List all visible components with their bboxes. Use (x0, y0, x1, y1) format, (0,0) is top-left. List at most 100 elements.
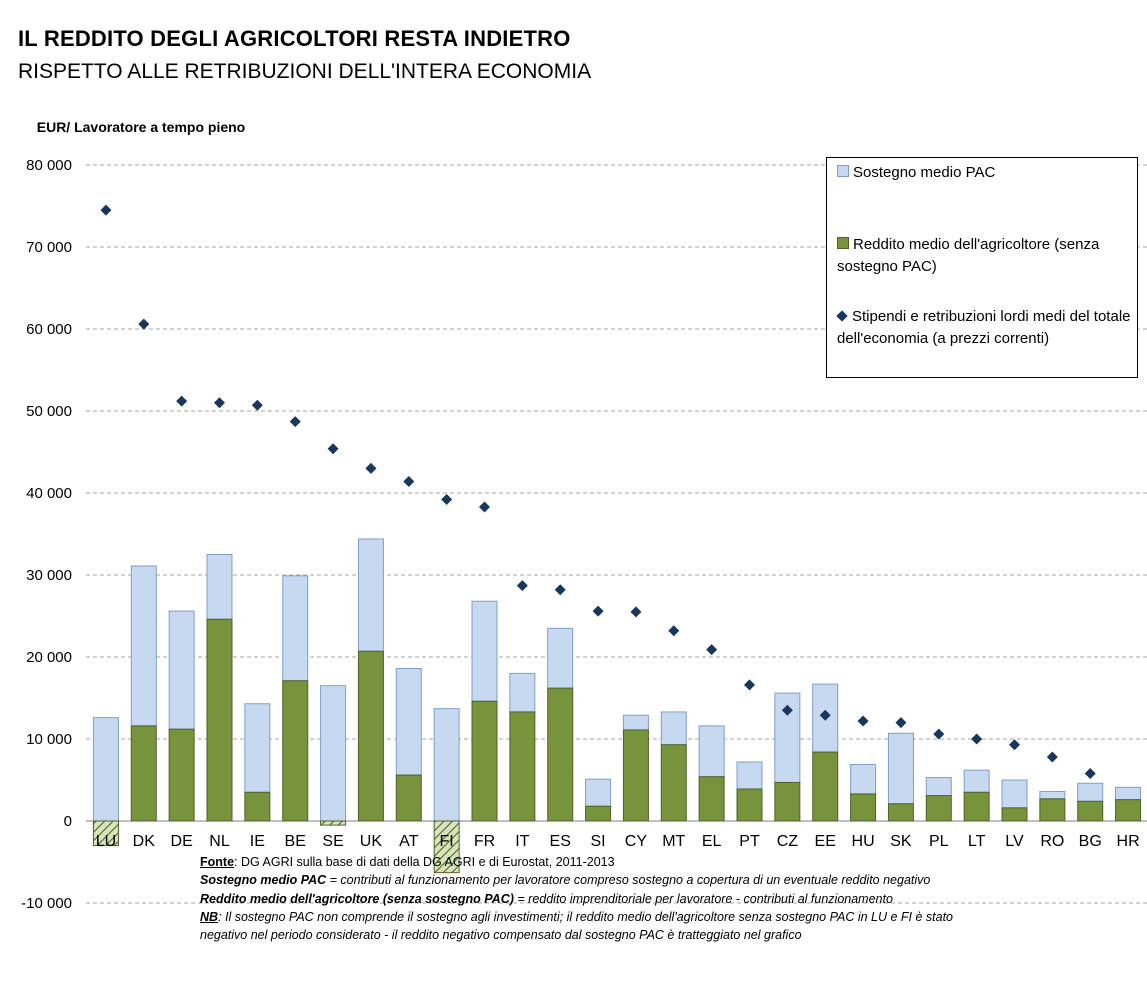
x-tick-label-be: BE (285, 833, 306, 850)
x-tick-label-ie: IE (250, 833, 265, 850)
bar-income-cz (774, 781, 801, 822)
wage-marker-cy (630, 606, 642, 618)
footnote-source: Fonte: DG AGRI sulla base di dati della … (200, 853, 953, 871)
wage-marker-ee (819, 709, 831, 721)
wage-marker-el (706, 644, 718, 656)
x-tick-label-cz: CZ (777, 833, 799, 850)
chart-title: IL REDDITO DEGLI AGRICOLTORI RESTA INDIE… (18, 26, 571, 51)
bar-support-sk (887, 732, 914, 805)
bar-income-pt (736, 788, 763, 822)
y-tick-label: 0 (64, 813, 72, 830)
wage-marker-dk (138, 318, 150, 330)
wage-marker-lu (100, 204, 112, 216)
bar-support-pl (925, 777, 952, 797)
bar-support-nl (206, 554, 233, 620)
y-tick-label: 50 000 (26, 403, 72, 420)
x-tick-label-pt: PT (739, 833, 760, 850)
bar-support-uk (357, 538, 384, 652)
bar-income-hr (1115, 799, 1142, 822)
bar-support-cy (622, 714, 649, 731)
bar-income-fr (471, 700, 498, 822)
bar-income-mt (660, 744, 687, 822)
bar-support-mt (660, 711, 687, 746)
bar-support-ro (1039, 790, 1066, 800)
wage-marker-lv (1009, 739, 1020, 751)
footnotes: Fonte: DG AGRI sulla base di dati della … (200, 853, 953, 944)
legend-item-income: Reddito medio dell'agricoltore (senza so… (837, 234, 1132, 278)
bar-income-lt (963, 791, 990, 822)
bar-income-be (282, 680, 309, 822)
legend-item-support: Sostegno medio PAC (837, 162, 1132, 184)
wage-marker-nl (214, 397, 225, 409)
x-tick-label-fr: FR (474, 833, 495, 850)
bar-income-hu (850, 793, 877, 822)
wage-marker-fi (441, 494, 453, 506)
bar-support-ie (244, 703, 271, 793)
x-tick-label-dk: DK (133, 833, 156, 850)
wage-marker-mt (668, 625, 680, 637)
y-tick-label: 80 000 (26, 157, 72, 174)
bar-support-si (585, 778, 612, 807)
bar-support-lt (963, 769, 990, 793)
x-tick-label-hu: HU (852, 833, 875, 850)
def-income-term: Reddito medio dell'agricoltore (senza so… (200, 891, 514, 906)
x-tick-label-el: EL (702, 833, 722, 850)
bar-support-de (168, 610, 195, 730)
legend-swatch-support (837, 165, 849, 177)
wage-marker-pl (933, 728, 945, 740)
bar-support-pt (736, 761, 763, 790)
x-tick-label-it: IT (515, 833, 529, 850)
x-axis-labels: LU DK DE NL IE BE SE UK AT FI FR IT ES SI CY MT EL PT CZ EE… (96, 833, 1140, 850)
wage-marker-si (592, 605, 604, 617)
bar-negative-income-se (320, 820, 347, 826)
x-tick-label-de: DE (171, 833, 193, 850)
y-tick-label: 40 000 (26, 485, 72, 502)
bar-income-sk (887, 803, 914, 822)
bar-income-ee (812, 751, 839, 822)
x-tick-label-lu: LU (96, 833, 116, 850)
bar-income-si (585, 805, 612, 822)
wage-marker-cz (781, 704, 793, 716)
y-tick-label: 30 000 (26, 567, 72, 584)
x-tick-label-bg: BG (1079, 833, 1102, 850)
bar-support-be (282, 575, 309, 682)
bar-income-es (547, 687, 574, 822)
chart-subtitle: RISPETTO ALLE RETRIBUZIONI DELL'INTERA E… (18, 60, 592, 83)
wage-marker-ro (1046, 751, 1058, 763)
nb-text: : Il sostegno PAC non comprende il soste… (218, 909, 954, 924)
wage-marker-uk (365, 462, 377, 474)
bar-support-se (320, 685, 347, 822)
legend-label-income: Reddito medio dell'agricoltore (senza so… (837, 236, 1100, 275)
bar-support-fi (433, 708, 460, 822)
wage-marker-se (327, 443, 339, 455)
wage-marker-it (516, 580, 528, 592)
y-tick-label: 20 000 (26, 649, 72, 666)
wage-marker-pt (744, 679, 755, 691)
bar-income-bg (1077, 800, 1104, 822)
bar-income-pl (925, 795, 952, 822)
wage-marker-be (289, 416, 301, 428)
wage-marker-es (554, 584, 566, 596)
x-tick-label-pl: PL (929, 833, 949, 850)
x-tick-label-ee: EE (815, 833, 836, 850)
source-text: : DG AGRI sulla base di dati della DG AG… (234, 855, 615, 869)
wage-markers (100, 204, 1096, 779)
nb-label: NB (200, 909, 219, 924)
bar-income-it (509, 711, 536, 822)
bar-income-lv (1001, 807, 1028, 822)
x-tick-label-uk: UK (360, 833, 383, 850)
y-tick-label: 10 000 (26, 731, 72, 748)
x-tick-label-si: SI (591, 833, 606, 850)
source-label: Fonte (200, 855, 235, 869)
wage-marker-at (403, 476, 415, 488)
bar-support-fr (471, 600, 498, 702)
x-tick-label-hr: HR (1117, 833, 1140, 850)
y-tick-label: -10 000 (21, 895, 72, 912)
x-tick-label-mt: MT (662, 833, 685, 850)
bar-income-dk (130, 725, 157, 822)
y-axis-ticks: -10 000 0 10 000 20 000 30 000 40 000 50 000 60… (21, 157, 72, 912)
legend-label-support: Sostegno medio PAC (853, 164, 996, 181)
bar-negative-income-fi (433, 820, 460, 874)
def-income-text: = reddito imprenditoriale per lavoratore… (513, 891, 893, 906)
